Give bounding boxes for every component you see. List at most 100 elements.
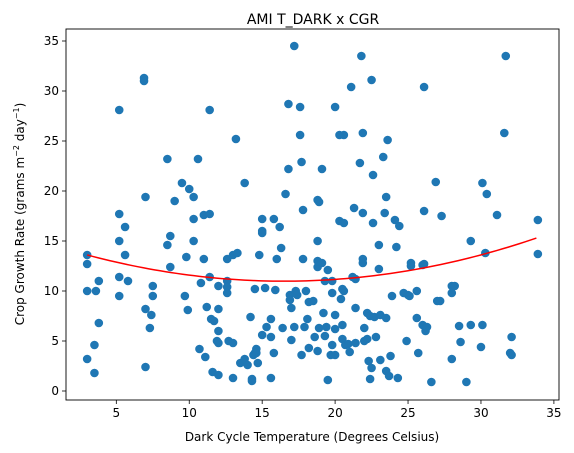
data-point [492,210,502,220]
data-point [301,286,311,296]
data-point [346,82,356,92]
data-point [141,362,150,372]
data-point [278,323,287,333]
data-point [380,208,390,218]
data-point [147,310,156,320]
data-point [184,184,194,194]
data-point [501,51,511,61]
data-point [252,348,261,358]
data-point [454,321,464,331]
x-tick-label: 30 [473,406,488,420]
data-point [367,363,376,373]
data-point [422,322,432,332]
data-point [82,259,92,269]
data-point [327,340,337,350]
data-point [317,164,327,174]
data-point [378,152,388,162]
data-point [82,286,92,296]
data-point [196,278,206,288]
data-point [145,323,155,333]
data-point [368,218,378,228]
data-point [94,276,104,286]
data-point [330,102,340,112]
data-point [297,350,306,360]
x-axis-label: Dark Cycle Temperature (Degrees Celsius) [185,430,439,444]
data-point [114,272,124,282]
x-tick-label: 25 [400,406,415,420]
x-tick-label: 5 [113,406,121,420]
data-point [165,262,175,272]
data-point [330,324,340,334]
data-point [419,259,429,269]
data-point [383,135,392,145]
data-point [413,348,423,358]
data-point [257,214,267,224]
data-point [394,221,404,231]
data-point [90,368,99,378]
data-point [284,99,293,109]
data-point [304,343,314,353]
data-point [371,332,381,342]
data-point [165,231,175,241]
data-point [272,254,282,264]
y-axis-label-end: ) [13,103,27,108]
y-axis-label-exp2: −1 [12,107,21,119]
data-point [266,314,276,324]
data-point [500,128,509,138]
y-tick-label: 30 [44,84,59,98]
data-point [199,254,209,264]
data-point [381,313,391,323]
data-point [431,177,441,187]
y-tick-label: 5 [51,334,59,348]
data-point [462,377,471,387]
data-point [314,323,324,333]
data-point [456,337,465,347]
data-point [148,291,158,301]
data-point [91,286,101,296]
x-axis-ticks: 5 10 15 20 25 30 35 [113,400,562,420]
data-point [319,308,328,318]
data-point [339,130,349,140]
data-point [209,316,219,326]
data-point [182,252,191,262]
data-point [482,189,492,199]
data-point [269,348,279,358]
data-point [367,75,376,85]
data-point [323,375,333,385]
data-point [202,302,212,312]
data-point [478,178,487,188]
data-point [295,130,305,140]
data-point [94,318,104,328]
data-point [114,209,124,219]
data-point [240,178,249,188]
data-point [120,250,130,260]
data-point [419,82,429,92]
data-point [170,196,179,206]
data-point [376,355,385,365]
data-point [297,157,306,167]
data-point [262,322,271,332]
data-point [447,354,457,364]
data-point [257,330,267,340]
data-point [214,281,223,291]
data-point [295,102,305,112]
data-point [478,320,487,330]
data-point [345,347,354,357]
data-point [355,158,365,168]
data-point [200,352,210,362]
data-point [205,209,214,219]
x-tick-label: 10 [182,406,197,420]
data-point [195,344,204,354]
data-point [246,312,255,322]
data-point [114,105,124,115]
data-point [476,342,486,352]
data-point [368,170,378,180]
data-point [189,192,198,202]
data-point [275,222,284,232]
data-point [320,276,330,286]
data-point [374,240,384,250]
fit-curve [86,237,537,282]
data-point [177,178,187,188]
data-point [141,304,150,314]
